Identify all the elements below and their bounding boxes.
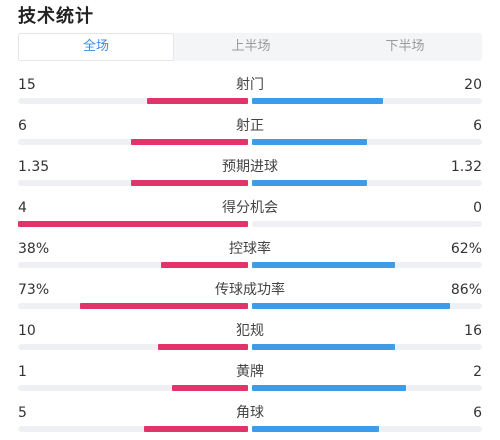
stat-label: 黄牌 [236, 364, 264, 380]
stat-row: 73% 传球成功率 86% [18, 281, 482, 311]
home-bar-fill [131, 180, 248, 186]
home-bar-fill [131, 139, 248, 145]
stat-row: 4 得分机会 0 [18, 199, 482, 229]
home-bar-track [18, 303, 248, 309]
away-bar-track [252, 98, 482, 104]
away-bar-fill [252, 180, 367, 186]
stat-label: 射门 [236, 77, 264, 93]
stat-row: 15 射门 20 [18, 76, 482, 106]
stat-row: 1 黄牌 2 [18, 363, 482, 393]
home-bar-fill [144, 426, 248, 432]
home-bar-fill [18, 221, 248, 227]
stat-label: 角球 [236, 405, 264, 421]
home-value: 6 [18, 118, 27, 134]
page-title: 技术统计 [18, 6, 94, 27]
home-bar-track [18, 262, 248, 268]
away-bar-fill [252, 98, 383, 104]
away-bar-track [252, 221, 482, 227]
home-value: 73% [18, 282, 50, 298]
away-bar-fill [252, 426, 379, 432]
home-bar-track [18, 180, 248, 186]
away-bar-track [252, 139, 482, 145]
away-value: 16 [464, 323, 482, 339]
home-bar-track [18, 221, 248, 227]
home-value: 1 [18, 364, 27, 380]
stat-row: 38% 控球率 62% [18, 240, 482, 270]
away-bar-fill [252, 262, 395, 268]
home-value: 4 [18, 200, 27, 216]
home-value: 15 [18, 77, 36, 93]
away-bar-fill [252, 344, 395, 350]
home-bar-track [18, 98, 248, 104]
stat-row: 1.35 预期进球 1.32 [18, 158, 482, 188]
tab-full-match[interactable]: 全场 [18, 33, 174, 61]
home-bar-fill [147, 98, 248, 104]
home-value: 38% [18, 241, 50, 257]
away-value: 2 [473, 364, 482, 380]
away-value: 6 [473, 405, 482, 421]
away-value: 20 [464, 77, 482, 93]
stat-label: 传球成功率 [215, 282, 285, 298]
home-value: 10 [18, 323, 36, 339]
stat-row: 6 射正 6 [18, 117, 482, 147]
away-value: 86% [450, 282, 482, 298]
stat-label: 犯规 [236, 323, 264, 339]
tab-second-half[interactable]: 下半场 [385, 39, 425, 54]
home-bar-fill [158, 344, 248, 350]
away-bar-fill [252, 385, 406, 391]
home-value: 1.35 [18, 159, 50, 175]
stat-label: 射正 [236, 118, 264, 134]
away-bar-track [252, 426, 482, 432]
stat-label: 得分机会 [222, 200, 278, 216]
away-bar-track [252, 262, 482, 268]
away-value: 6 [473, 118, 482, 134]
away-bar-track [252, 180, 482, 186]
home-bar-track [18, 426, 248, 432]
home-bar-track [18, 344, 248, 350]
away-bar-track [252, 344, 482, 350]
home-bar-fill [172, 385, 248, 391]
home-bar-fill [80, 303, 248, 309]
away-bar-track [252, 385, 482, 391]
tab-first-half[interactable]: 上半场 [231, 39, 271, 54]
period-tabs: 全场 上半场 下半场 [18, 33, 482, 61]
stat-row: 5 角球 6 [18, 404, 482, 434]
home-bar-track [18, 385, 248, 391]
away-value: 1.32 [450, 159, 482, 175]
away-bar-track [252, 303, 482, 309]
away-value: 0 [473, 200, 482, 216]
away-bar-fill [252, 139, 367, 145]
home-value: 5 [18, 405, 27, 421]
away-bar-fill [252, 303, 450, 309]
stat-row: 10 犯规 16 [18, 322, 482, 352]
home-bar-fill [161, 262, 248, 268]
stat-label: 预期进球 [222, 159, 278, 175]
stat-label: 控球率 [229, 241, 271, 257]
home-bar-track [18, 139, 248, 145]
away-value: 62% [450, 241, 482, 257]
